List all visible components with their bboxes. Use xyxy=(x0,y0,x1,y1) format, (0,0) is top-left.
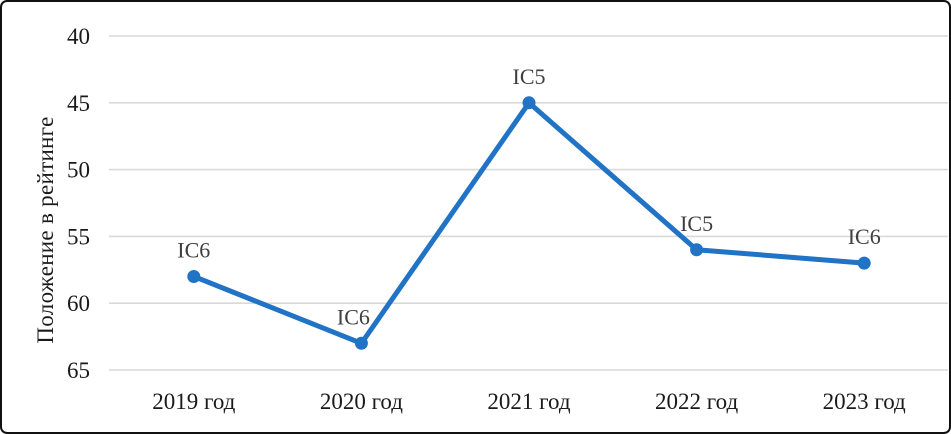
data-point-label: IC5 xyxy=(680,211,713,236)
data-point xyxy=(690,243,704,257)
x-tick-label: 2019 год xyxy=(152,389,235,414)
y-tick-label: 40 xyxy=(67,24,90,49)
x-tick-label: 2021 год xyxy=(487,389,570,414)
data-point xyxy=(857,256,871,270)
y-tick-label: 45 xyxy=(67,91,90,116)
data-point-label: IC5 xyxy=(513,64,546,89)
data-point-label: IC6 xyxy=(848,224,881,249)
data-point-label: IC6 xyxy=(337,304,370,329)
data-point xyxy=(187,269,201,283)
x-tick-label: 2022 год xyxy=(655,389,738,414)
series-line xyxy=(191,100,867,346)
x-tick-label: 2023 год xyxy=(823,389,906,414)
y-tick-label: 55 xyxy=(67,224,90,249)
data-point xyxy=(354,336,368,350)
data-point-label: IC6 xyxy=(177,237,210,262)
y-tick-label: 50 xyxy=(67,158,90,183)
x-tick-label: 2020 год xyxy=(320,389,403,414)
data-point xyxy=(522,96,536,110)
y-tick-label: 65 xyxy=(67,358,90,383)
y-tick-label: 60 xyxy=(67,291,90,316)
